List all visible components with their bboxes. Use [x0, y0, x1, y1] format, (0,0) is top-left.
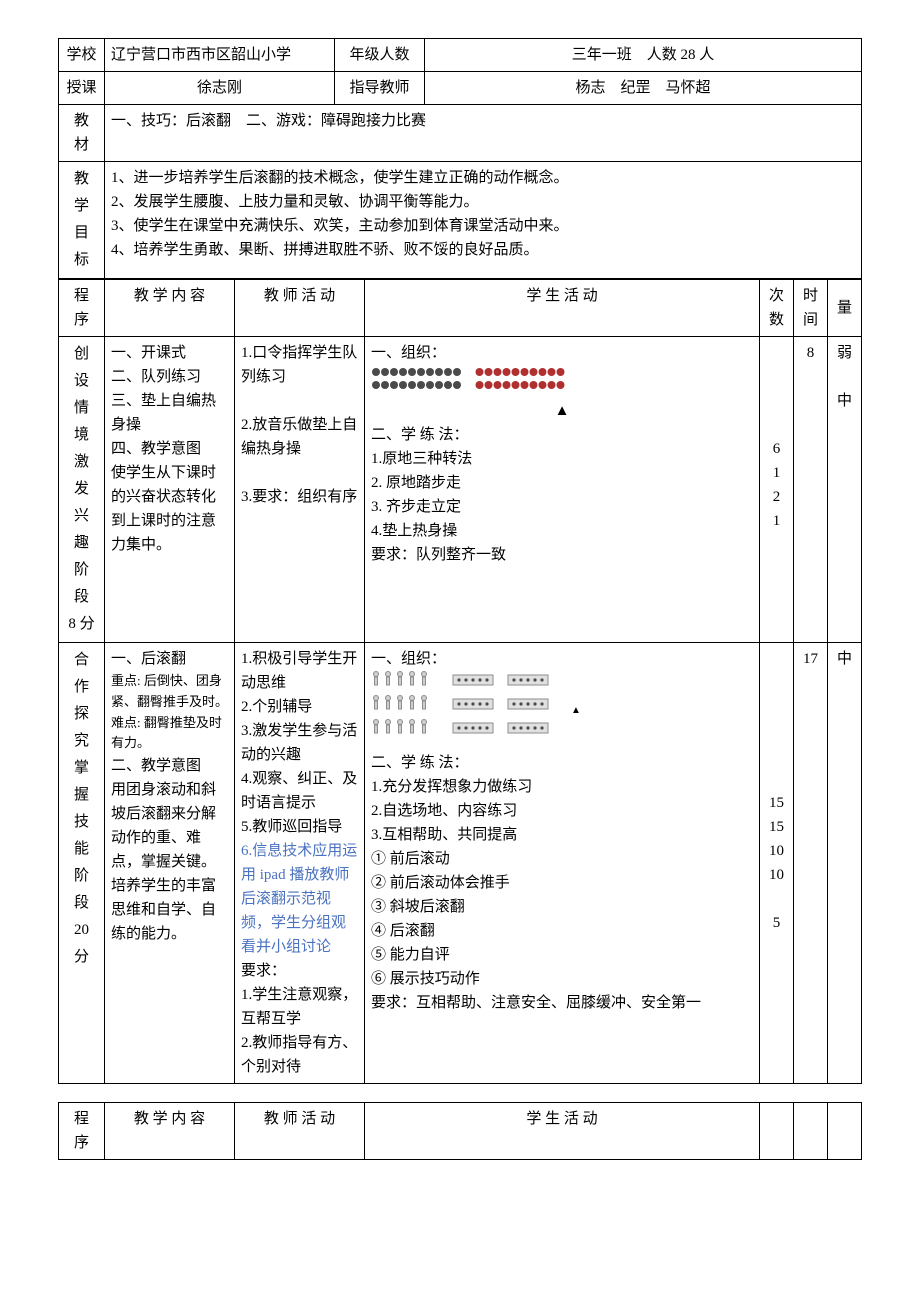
section-label: 创设情境激发兴趣阶段8 分 — [59, 337, 105, 643]
fcol-amount — [828, 1103, 862, 1160]
section-teacher: 1.口令指挥学生队列练习 2.放音乐做垫上自编热身操 3.要求：组织有序 — [235, 337, 365, 643]
school-label: 学校 — [59, 39, 105, 72]
fcol-content: 教 学 内 容 — [105, 1103, 235, 1160]
section-2: 合作探究掌握技能阶段20 分 一、后滚翻重点: 后倒快、团身紧、翻臀推手及时。难… — [59, 643, 862, 1084]
formation-diagram — [371, 367, 569, 393]
section-student: 一、组织：▲二、学 练 法：1.原地三种转法2. 原地踏步走3. 齐步走立定4.… — [365, 337, 760, 643]
col-student: 学 生 活 动 — [365, 280, 760, 337]
section-label: 合作探究掌握技能阶段20 分 — [59, 643, 105, 1084]
grade-label: 年级人数 — [335, 39, 425, 72]
fcol-seq: 程 序 — [59, 1103, 105, 1160]
advisor-value: 杨志 纪罡 马怀超 — [425, 72, 862, 105]
col-amount: 量 — [828, 280, 862, 337]
goal-item: 4、培养学生勇敢、果断、拼搏进取胜不骄、败不馁的良好品质。 — [111, 238, 855, 262]
col-teacher: 教 师 活 动 — [235, 280, 365, 337]
material-value: 一、技巧：后滚翻 二、游戏：障碍跑接力比赛 — [105, 105, 862, 162]
material-label: 教 材 — [59, 105, 105, 162]
section-student: 一、组织：▲二、学 练 法：1.充分发挥想象力做练习2.自选场地、内容练习3.互… — [365, 643, 760, 1084]
lesson-plan-table: 学校 辽宁营口市西市区韶山小学 年级人数 三年一班 人数 28 人 授课 徐志刚… — [58, 38, 862, 279]
col-time: 时间 — [794, 280, 828, 337]
fcol-time — [794, 1103, 828, 1160]
svg-text:▲: ▲ — [571, 705, 581, 716]
section-1: 创设情境激发兴趣阶段8 分 一、开课式二、队列练习三、垫上自编热身操四、教学意图… — [59, 337, 862, 643]
col-content: 教 学 内 容 — [105, 280, 235, 337]
main-grid: 程 序 教 学 内 容 教 师 活 动 学 生 活 动 次数 时间 量 创设情境… — [58, 279, 862, 1084]
column-header-row: 程 序 教 学 内 容 教 师 活 动 学 生 活 动 次数 时间 量 — [59, 280, 862, 337]
teacher-label: 授课 — [59, 72, 105, 105]
section-amount: 弱 中 — [828, 337, 862, 643]
header-row-2: 授课 徐志刚 指导教师 杨志 纪罡 马怀超 — [59, 72, 862, 105]
section-teacher: 1.积极引导学生开动思维2.个别辅导3.激发学生参与活动的兴趣4.观察、纠正、及… — [235, 643, 365, 1084]
material-row: 教 材 一、技巧：后滚翻 二、游戏：障碍跑接力比赛 — [59, 105, 862, 162]
advisor-label: 指导教师 — [335, 72, 425, 105]
section-time: 17 — [794, 643, 828, 1084]
footer-header: 程 序 教 学 内 容 教 师 活 动 学 生 活 动 — [58, 1102, 862, 1160]
fcol-count — [760, 1103, 794, 1160]
footer-column-row: 程 序 教 学 内 容 教 师 活 动 学 生 活 动 — [59, 1103, 862, 1160]
col-count: 次数 — [760, 280, 794, 337]
section-time: 8 — [794, 337, 828, 643]
section-content: 一、后滚翻重点: 后倒快、团身紧、翻臀推手及时。难点: 翻臀推垫及时有力。二、教… — [105, 643, 235, 1084]
section-content: 一、开课式二、队列练习三、垫上自编热身操四、教学意图使学生从下课时的兴奋状态转化… — [105, 337, 235, 643]
mat-formation-diagram: ▲ — [371, 671, 611, 743]
goals-content: 1、进一步培养学生后滚翻的技术概念，使学生建立正确的动作概念。2、发展学生腰腹、… — [105, 162, 862, 279]
school-value: 辽宁营口市西市区韶山小学 — [105, 39, 335, 72]
fcol-teacher: 教 师 活 动 — [235, 1103, 365, 1160]
goals-row: 教学目标 1、进一步培养学生后滚翻的技术概念，使学生建立正确的动作概念。2、发展… — [59, 162, 862, 279]
fcol-student: 学 生 活 动 — [365, 1103, 760, 1160]
teacher-value: 徐志刚 — [105, 72, 335, 105]
grade-value: 三年一班 人数 28 人 — [425, 39, 862, 72]
section-counts: 15151010 5 — [760, 643, 794, 1084]
goal-item: 2、发展学生腰腹、上肢力量和灵敏、协调平衡等能力。 — [111, 190, 855, 214]
goals-label: 教学目标 — [59, 162, 105, 279]
section-amount: 中 — [828, 643, 862, 1084]
section-counts: 6121 — [760, 337, 794, 643]
col-seq: 程 序 — [59, 280, 105, 337]
goal-item: 3、使学生在课堂中充满快乐、欢笑，主动参加到体育课堂活动中来。 — [111, 214, 855, 238]
goal-item: 1、进一步培养学生后滚翻的技术概念，使学生建立正确的动作概念。 — [111, 166, 855, 190]
header-row-1: 学校 辽宁营口市西市区韶山小学 年级人数 三年一班 人数 28 人 — [59, 39, 862, 72]
